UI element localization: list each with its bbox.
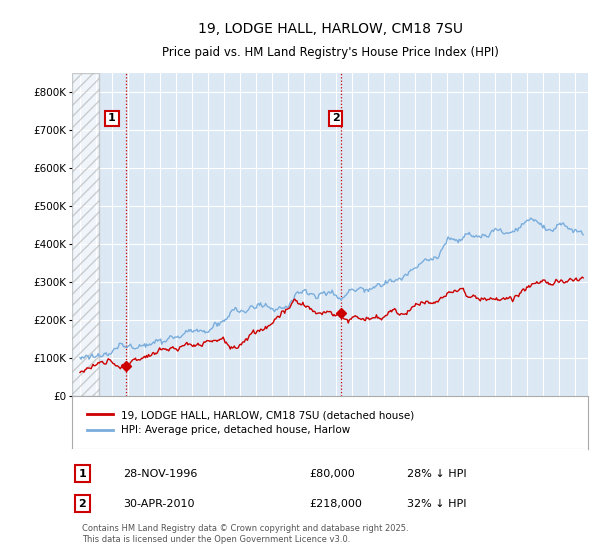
Text: 1: 1 bbox=[108, 114, 116, 124]
Text: £218,000: £218,000 bbox=[310, 499, 362, 509]
Text: 19, LODGE HALL, HARLOW, CM18 7SU: 19, LODGE HALL, HARLOW, CM18 7SU bbox=[197, 22, 463, 36]
Text: Price paid vs. HM Land Registry's House Price Index (HPI): Price paid vs. HM Land Registry's House … bbox=[161, 46, 499, 59]
Text: 28% ↓ HPI: 28% ↓ HPI bbox=[407, 469, 467, 479]
Legend: 19, LODGE HALL, HARLOW, CM18 7SU (detached house), HPI: Average price, detached : 19, LODGE HALL, HARLOW, CM18 7SU (detach… bbox=[82, 406, 418, 440]
Text: 28-NOV-1996: 28-NOV-1996 bbox=[124, 469, 198, 479]
Text: £80,000: £80,000 bbox=[310, 469, 355, 479]
Text: 1: 1 bbox=[79, 469, 86, 479]
Text: 32% ↓ HPI: 32% ↓ HPI bbox=[407, 499, 467, 509]
Text: 2: 2 bbox=[79, 499, 86, 509]
Text: Contains HM Land Registry data © Crown copyright and database right 2025.
This d: Contains HM Land Registry data © Crown c… bbox=[82, 524, 409, 544]
Bar bbox=[72, 73, 99, 396]
Text: 2: 2 bbox=[332, 114, 340, 124]
Text: 30-APR-2010: 30-APR-2010 bbox=[124, 499, 195, 509]
